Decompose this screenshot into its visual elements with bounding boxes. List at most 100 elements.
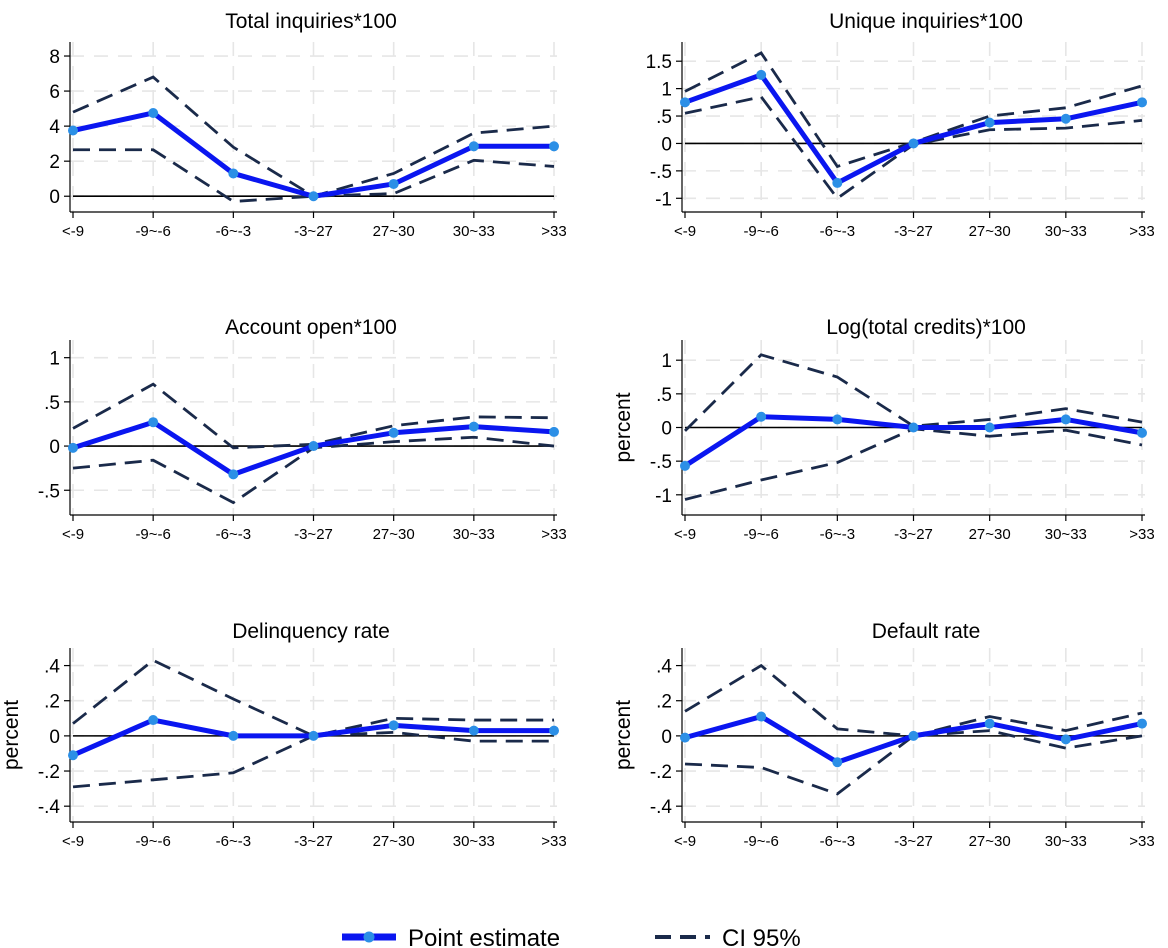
- point-estimate-marker: [228, 168, 239, 179]
- panel-title: Total inquiries*100: [225, 10, 397, 33]
- x-tick-label: 27~30: [373, 833, 415, 850]
- x-tick-label: 30~33: [453, 223, 495, 240]
- point-estimate-marker: [228, 469, 239, 480]
- y-tick-label: -.4: [650, 797, 673, 818]
- x-tick-label: -6~-3: [820, 833, 855, 850]
- x-tick-label: -9~-6: [135, 833, 170, 850]
- point-estimate-marker: [1137, 97, 1147, 108]
- y-tick-label: 0: [49, 187, 60, 208]
- y-axis-label: percent: [612, 700, 635, 770]
- x-tick-label: -9~-6: [743, 526, 778, 543]
- x-tick-label: >33: [1129, 833, 1154, 850]
- x-tick-label: -9~-6: [743, 223, 778, 240]
- point-estimate-marker: [908, 422, 919, 433]
- x-tick-label: 27~30: [969, 223, 1011, 240]
- y-tick-label: .5: [44, 393, 60, 414]
- point-estimate-marker: [1060, 734, 1071, 745]
- point-estimate-marker: [468, 421, 479, 432]
- legend: Point estimate CI 95%: [342, 925, 801, 948]
- point-estimate-marker: [680, 460, 690, 471]
- y-tick-label: 0: [49, 437, 60, 458]
- point-estimate-marker: [68, 442, 78, 453]
- legend-point-label: Point estimate: [408, 925, 560, 948]
- point-estimate-marker: [549, 141, 559, 152]
- x-tick-label: -9~-6: [135, 526, 170, 543]
- x-tick-label: -9~-6: [743, 833, 778, 850]
- y-tick-label: 1.5: [646, 52, 672, 73]
- panel-title: Default rate: [872, 620, 981, 643]
- x-tick-label: 27~30: [373, 526, 415, 543]
- point-estimate-marker: [984, 422, 995, 433]
- point-estimate-marker: [1060, 414, 1071, 425]
- y-tick-label: .4: [656, 657, 672, 678]
- x-tick-label: -6~-3: [820, 223, 855, 240]
- panel-title: Delinquency rate: [232, 620, 390, 643]
- panel-title: Log(total credits)*100: [826, 316, 1026, 339]
- panel-title: Unique inquiries*100: [829, 10, 1023, 33]
- point-estimate-marker: [1060, 113, 1071, 124]
- ci-upper-line: [684, 353, 1143, 432]
- x-tick-label: 27~30: [373, 223, 415, 240]
- y-tick-label: 0: [661, 134, 672, 155]
- point-estimate-marker: [549, 725, 559, 736]
- x-tick-label: <-9: [62, 526, 84, 543]
- point-estimate-marker: [756, 69, 767, 80]
- y-axis-label: percent: [612, 392, 635, 462]
- x-tick-label: >33: [1129, 526, 1154, 543]
- y-tick-label: -.4: [38, 797, 61, 818]
- x-tick-label: >33: [541, 526, 566, 543]
- point-estimate-marker: [308, 730, 319, 741]
- panel-2: Unique inquiries*100 -1 -.5 0 .5 1 1.5 <-9 -9~-6…: [646, 10, 1155, 240]
- point-estimate-marker: [908, 138, 919, 149]
- panel-1: Total inquiries*100 0 2 4 6 8 <-9 -9~-6 -6~-3 -3~…: [49, 10, 566, 240]
- point-estimate-marker: [756, 711, 767, 722]
- x-tick-label: -3~27: [294, 833, 333, 850]
- x-tick-label: -3~27: [894, 833, 933, 850]
- y-tick-label: .5: [656, 107, 672, 128]
- y-tick-label: 0: [661, 727, 672, 748]
- point-estimate-marker: [984, 117, 995, 128]
- y-tick-label: .4: [44, 657, 60, 678]
- y-tick-label: -.5: [38, 481, 60, 502]
- panel-6: Default rate -.4 -.2 0 .2 .4 <-9 -9~-6 -6~-3 -3~2…: [612, 620, 1155, 850]
- point-estimate-marker: [308, 191, 319, 202]
- y-tick-label: -1: [655, 486, 672, 507]
- x-tick-label: <-9: [674, 223, 696, 240]
- x-tick-label: 30~33: [1045, 526, 1087, 543]
- y-tick-label: 2: [49, 152, 60, 173]
- y-tick-label: .2: [656, 692, 672, 713]
- point-estimate-marker: [388, 178, 399, 189]
- panel-3: Account open*100 -.5 0 .5 1 <-9 -9~-6 -6~-3 -3~2…: [38, 316, 567, 543]
- y-tick-label: 1: [661, 351, 672, 372]
- x-tick-label: 30~33: [453, 833, 495, 850]
- x-tick-label: 30~33: [1045, 223, 1087, 240]
- x-tick-label: -6~-3: [216, 223, 251, 240]
- x-tick-label: -3~27: [894, 223, 933, 240]
- y-tick-label: -.5: [650, 452, 672, 473]
- x-tick-label: <-9: [62, 833, 84, 850]
- point-estimate-marker: [148, 107, 159, 118]
- point-estimate-marker: [148, 417, 159, 428]
- y-tick-label: 1: [49, 349, 60, 370]
- y-tick-label: -.2: [650, 762, 672, 783]
- point-estimate-marker: [148, 715, 159, 726]
- x-tick-label: -6~-3: [216, 833, 251, 850]
- y-tick-label: -.5: [650, 162, 672, 183]
- y-tick-label: 0: [49, 727, 60, 748]
- point-estimate-marker: [68, 750, 78, 761]
- point-estimate-marker: [468, 725, 479, 736]
- legend-ci-label: CI 95%: [722, 925, 801, 948]
- x-tick-label: -6~-3: [820, 526, 855, 543]
- x-tick-label: 27~30: [969, 833, 1011, 850]
- y-tick-label: 4: [49, 117, 60, 138]
- x-tick-label: >33: [541, 833, 566, 850]
- point-estimate-marker: [908, 730, 919, 741]
- legend-point-swatch-marker: [363, 931, 375, 943]
- x-tick-label: >33: [541, 223, 566, 240]
- x-tick-label: <-9: [674, 833, 696, 850]
- point-estimate-marker: [984, 718, 995, 729]
- point-estimate-marker: [388, 720, 399, 731]
- point-estimate-marker: [388, 427, 399, 438]
- x-tick-label: -6~-3: [216, 526, 251, 543]
- y-tick-label: .2: [44, 692, 60, 713]
